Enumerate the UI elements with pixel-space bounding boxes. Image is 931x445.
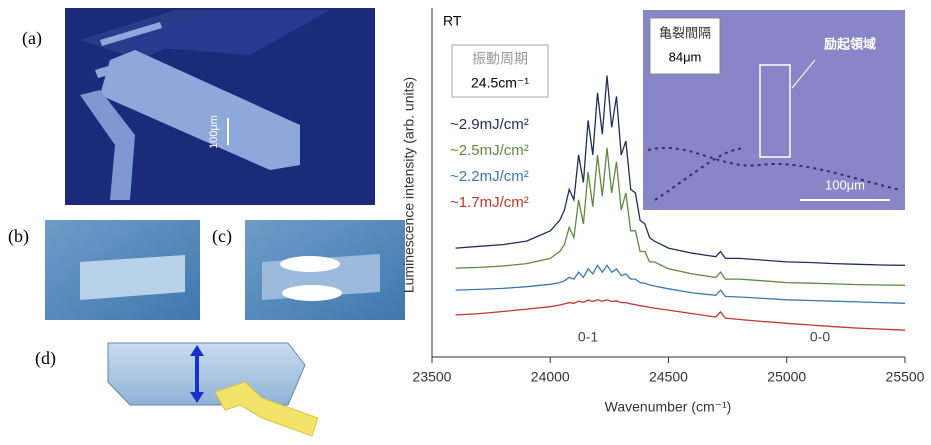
emission-spot xyxy=(282,285,342,301)
legend-entry: ~2.2mJ/cm² xyxy=(450,168,529,185)
x-tick-label: 25000 xyxy=(767,369,806,385)
x-tick-label: 25500 xyxy=(886,369,925,385)
panel-label: (d) xyxy=(35,348,56,369)
scale-label: 100μm xyxy=(825,177,865,192)
panel-label: (c) xyxy=(212,226,232,247)
x-tick-label: 23500 xyxy=(413,369,452,385)
inset-label: 亀裂間隔 xyxy=(659,25,711,40)
region-label: 励起領域 xyxy=(824,36,876,51)
inset-value: 84μm xyxy=(669,49,702,64)
panel-label: (b) xyxy=(8,226,29,247)
figure: (a) 100μm (b) (c) (d) 亀裂間隔 84μm 励起領域 100… xyxy=(0,0,931,440)
scale-label: 100μm xyxy=(208,115,220,149)
crystal-diagram xyxy=(108,343,305,405)
emission-spot xyxy=(280,256,340,272)
chart: 亀裂間隔 84μm 励起領域 100μm RT 振動周期 24.5cm⁻¹ 0-… xyxy=(401,8,925,415)
legend-entry: ~2.9mJ/cm² xyxy=(450,116,529,133)
peak-label: 0-0 xyxy=(810,329,830,345)
spectrum xyxy=(456,300,905,330)
x-tick-label: 24000 xyxy=(531,369,570,385)
period-label: 振動周期 xyxy=(472,51,528,67)
y-axis-title: Luminescence intensity (arb. units) xyxy=(401,77,417,293)
x-axis-title: Wavenumber (cm⁻¹) xyxy=(605,399,732,415)
legend-entry: ~2.5mJ/cm² xyxy=(450,142,529,159)
condition-label: RT xyxy=(443,13,462,29)
peak-label: 0-1 xyxy=(578,329,598,345)
page: {"panels": {"a": {"label": "(a)", "scale… xyxy=(0,0,931,440)
x-tick-label: 24500 xyxy=(649,369,688,385)
panel-label: (a) xyxy=(22,28,42,49)
period-value: 24.5cm⁻¹ xyxy=(471,75,529,91)
legend-entry: ~1.7mJ/cm² xyxy=(450,194,529,211)
